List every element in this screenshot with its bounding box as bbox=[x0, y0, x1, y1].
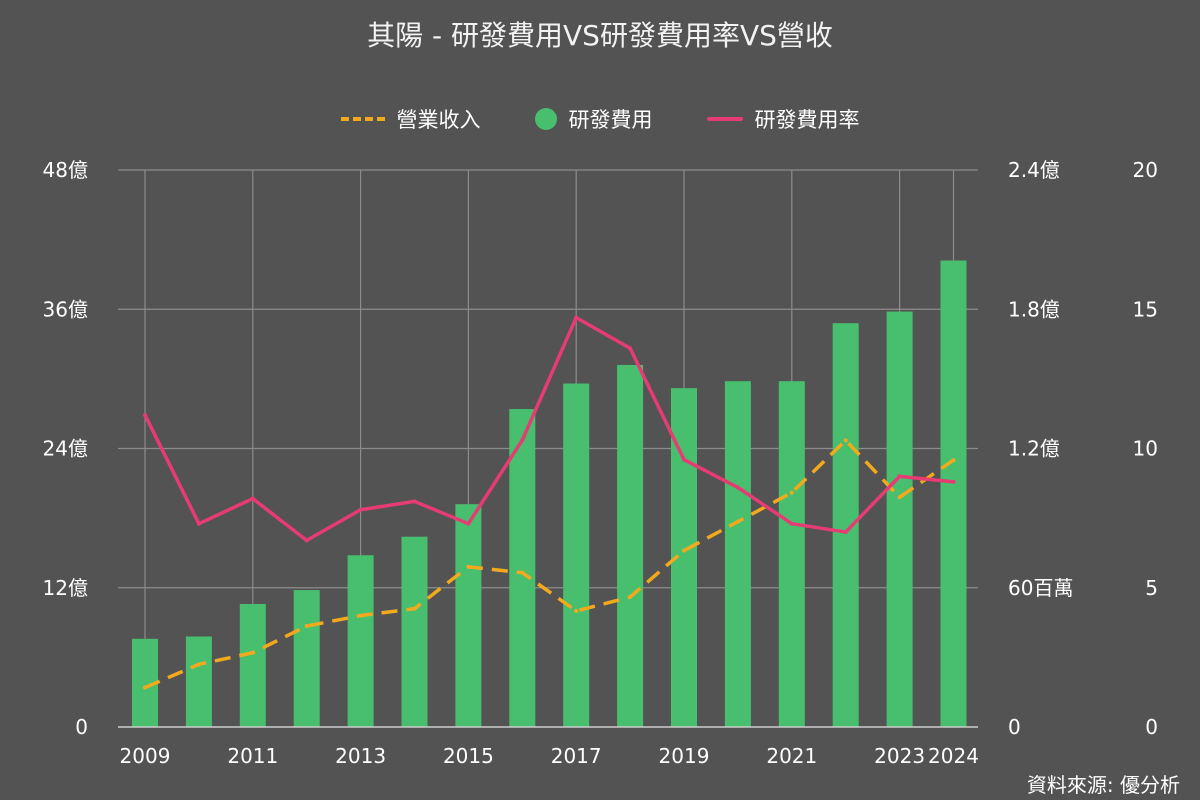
bar-rd-expense bbox=[617, 364, 644, 727]
legend-label-revenue: 營業收入 bbox=[396, 108, 481, 132]
x-axis-tick-label: 2021 bbox=[766, 744, 817, 768]
right-money-axis-tick-label: 0 bbox=[1008, 715, 1021, 739]
x-axis-tick-label: 2011 bbox=[227, 744, 278, 768]
x-axis-tick-label: 2023 bbox=[874, 744, 925, 768]
bar-rd-expense bbox=[886, 311, 913, 727]
left-axis-tick-label: 36億 bbox=[43, 297, 88, 321]
legend-entry-rd-rate[interactable]: 研發費用率 bbox=[706, 104, 860, 134]
point-rd-rate bbox=[843, 530, 848, 535]
line-revenue bbox=[144, 438, 955, 690]
right-rate-axis-tick-label: 20 bbox=[1133, 158, 1158, 182]
point-revenue bbox=[250, 650, 255, 655]
bar-rd-expense bbox=[563, 383, 590, 727]
point-revenue bbox=[735, 519, 740, 524]
x-axis-tick-label: 2019 bbox=[659, 744, 710, 768]
point-revenue bbox=[196, 662, 201, 667]
right-money-axis-tick-label: 60百萬 bbox=[1008, 576, 1073, 600]
point-rd-rate bbox=[143, 413, 147, 418]
point-revenue bbox=[628, 595, 633, 600]
bar-rd-expense bbox=[347, 555, 374, 727]
bar-rd-expense bbox=[185, 636, 212, 727]
right-rate-axis-tick-label: 5 bbox=[1145, 576, 1158, 600]
point-revenue bbox=[520, 570, 525, 575]
right-rate-axis-tick-label: 10 bbox=[1133, 437, 1158, 461]
left-axis-tick-label: 24億 bbox=[43, 437, 88, 461]
left-axis-tick-label: 12億 bbox=[43, 576, 88, 600]
point-rd-rate bbox=[520, 438, 525, 443]
point-rd-rate bbox=[250, 496, 255, 501]
point-rd-rate bbox=[304, 538, 309, 543]
point-rd-rate bbox=[358, 507, 363, 512]
legend-line-icon bbox=[706, 117, 743, 121]
left-axis-tick-label: 48億 bbox=[43, 158, 88, 182]
legend-entry-revenue[interactable]: 營業收入 bbox=[340, 104, 481, 134]
point-rd-rate bbox=[466, 521, 471, 526]
x-axis-tick-label: 2015 bbox=[443, 744, 494, 768]
point-rd-rate bbox=[628, 346, 633, 351]
point-revenue bbox=[951, 458, 956, 463]
bar-rd-expense bbox=[239, 603, 266, 727]
x-axis-tick-label: 2024 bbox=[928, 744, 979, 768]
point-rd-rate bbox=[735, 485, 740, 490]
bar-rd-expense bbox=[509, 409, 536, 727]
point-revenue bbox=[304, 624, 309, 629]
point-rd-rate bbox=[574, 315, 579, 320]
legend-dot-icon bbox=[534, 108, 557, 130]
right-rate-axis-tick-label: 15 bbox=[1133, 297, 1158, 321]
point-rd-rate bbox=[412, 499, 417, 504]
point-revenue bbox=[789, 490, 794, 495]
point-rd-rate bbox=[682, 457, 686, 462]
right-money-axis-tick-label: 1.8億 bbox=[1008, 297, 1060, 321]
left-axis-tick-label: 0 bbox=[75, 715, 88, 739]
point-rd-rate bbox=[196, 521, 201, 526]
bar-rd-expense bbox=[293, 590, 320, 727]
bar-rd-expense bbox=[455, 504, 482, 727]
x-axis-tick-label: 2017 bbox=[551, 744, 602, 768]
source-note: 資料來源: 優分析 bbox=[1026, 773, 1180, 797]
line-rd-rate bbox=[143, 315, 954, 543]
bar-rd-expense bbox=[724, 381, 751, 727]
legend-label-rd-expense: 研發費用 bbox=[568, 108, 653, 132]
legend-label-rd-rate: 研發費用率 bbox=[754, 108, 860, 132]
point-rd-rate bbox=[951, 479, 956, 484]
right-money-axis-tick-label: 2.4億 bbox=[1008, 158, 1060, 182]
right-money-axis-tick-label: 1.2億 bbox=[1008, 437, 1060, 461]
legend-entry-rd-expense[interactable]: 研發費用 bbox=[534, 104, 653, 134]
point-revenue bbox=[897, 495, 902, 500]
legend-dashed-line-icon bbox=[340, 117, 385, 121]
bar-rd-expense bbox=[778, 381, 805, 727]
bar-rd-expense bbox=[940, 260, 967, 727]
point-rd-rate bbox=[897, 474, 902, 479]
point-rd-rate bbox=[789, 521, 794, 526]
point-revenue bbox=[412, 606, 417, 611]
right-rate-axis-tick-label: 0 bbox=[1145, 715, 1158, 739]
x-axis-tick-label: 2009 bbox=[120, 744, 171, 768]
point-revenue bbox=[358, 613, 363, 618]
point-revenue bbox=[843, 438, 848, 443]
point-revenue bbox=[682, 548, 686, 553]
point-revenue bbox=[466, 564, 471, 569]
bar-rd-expense bbox=[401, 536, 428, 727]
point-revenue bbox=[143, 685, 147, 690]
point-revenue bbox=[574, 608, 579, 613]
x-axis-tick-label: 2013 bbox=[335, 744, 386, 768]
chart-legend: 營業收入 研發費用 研發費用率 bbox=[0, 104, 1200, 134]
chart-title: 其陽 - 研發費用VS研發費用率VS營收 bbox=[367, 19, 833, 52]
